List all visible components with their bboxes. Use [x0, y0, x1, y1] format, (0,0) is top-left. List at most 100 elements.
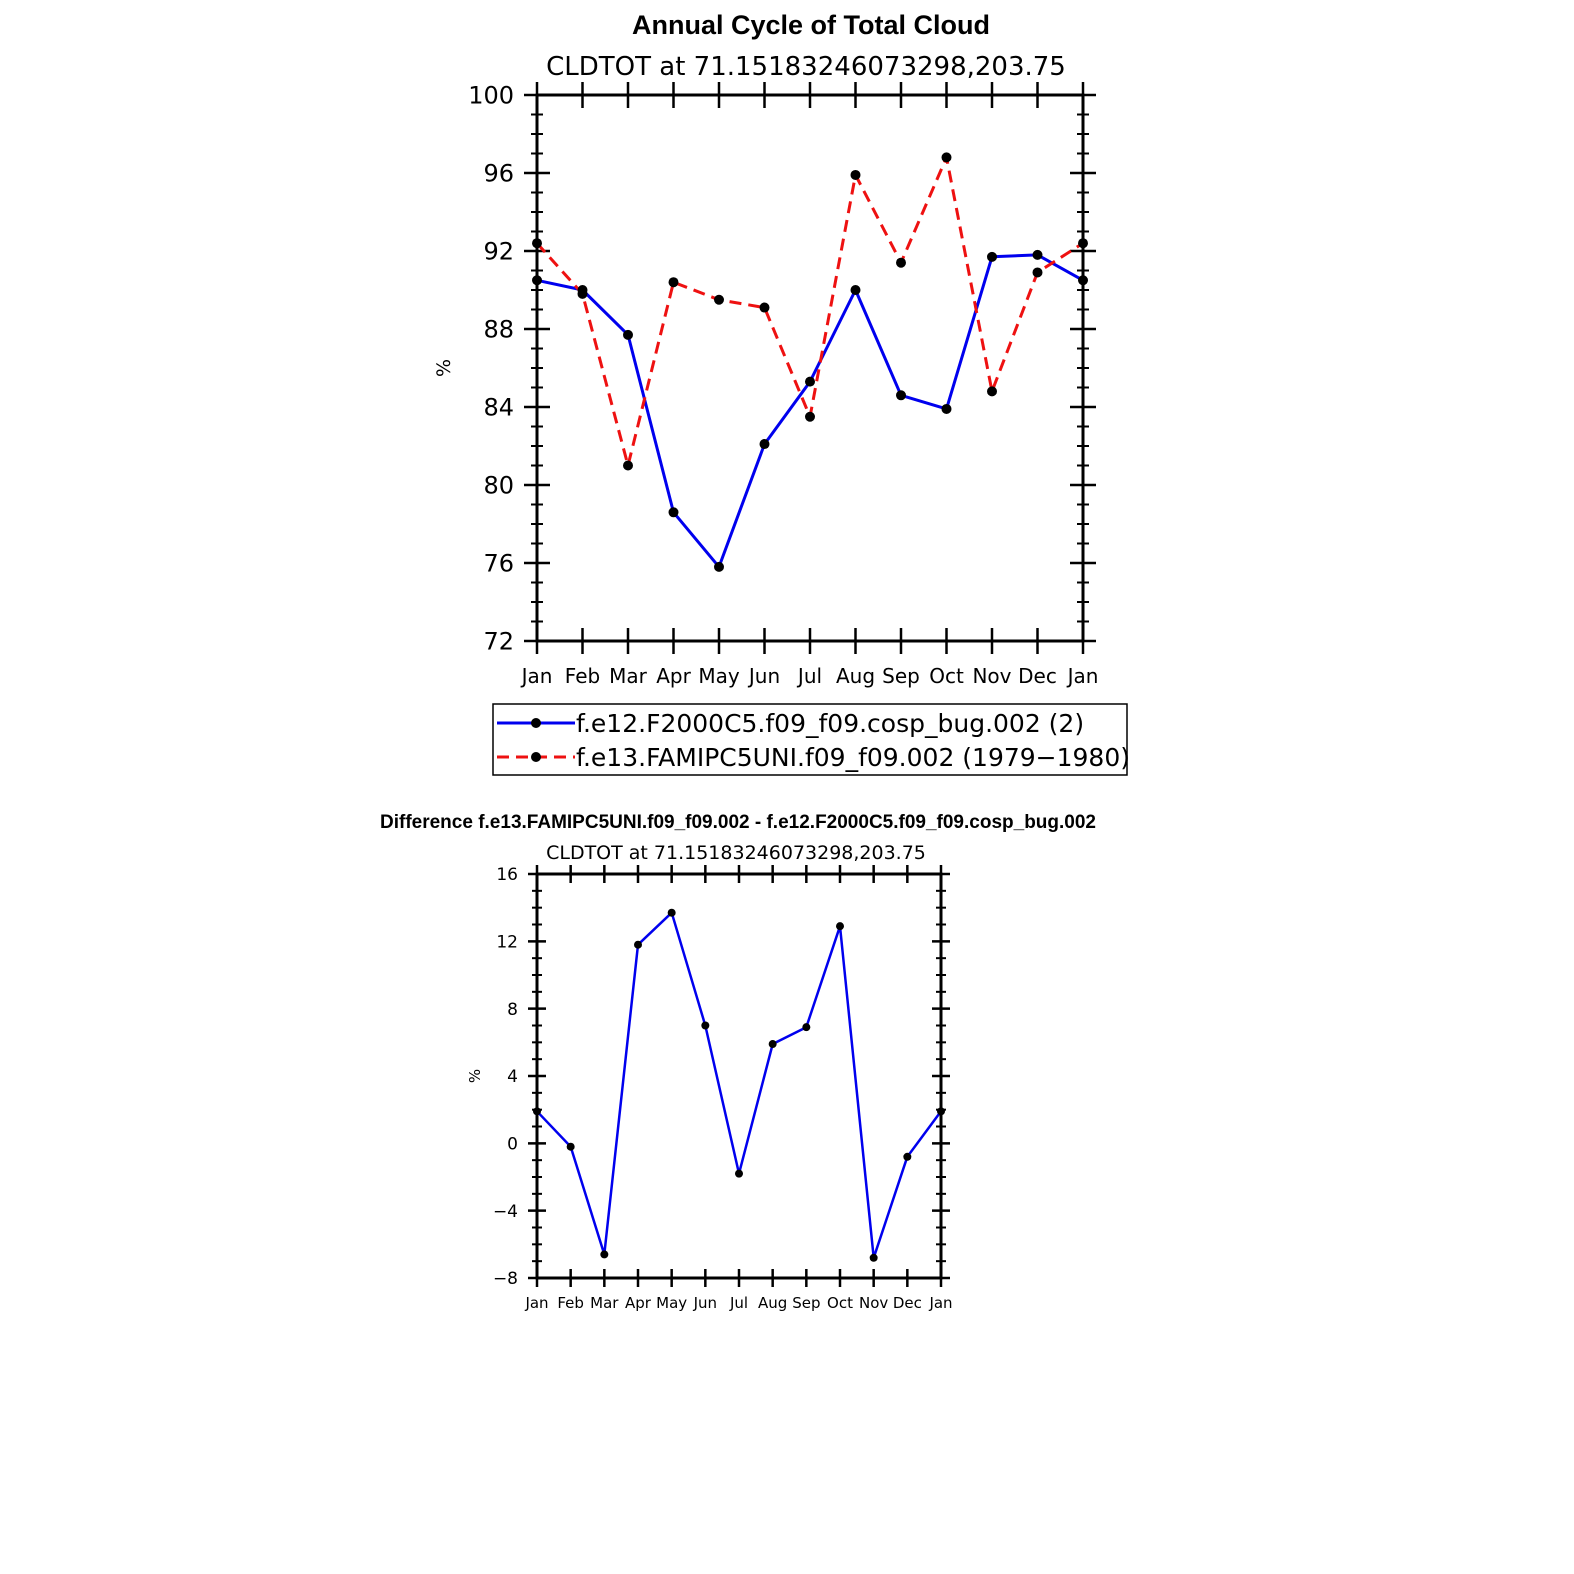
bottom-chart-series-0-point — [533, 1107, 541, 1116]
bottom-chart-series-0-point — [566, 1142, 575, 1151]
bottom-chart-xtick-label: Aug — [758, 1294, 787, 1312]
top-chart-series-0-point — [623, 329, 633, 340]
bottom-chart-ylabel: % — [466, 1069, 484, 1083]
top-chart-ytick-label: 96 — [483, 160, 514, 188]
top-chart-subtitle: CLDTOT at 71.15183246073298,203.75 — [546, 52, 1066, 82]
top-chart-xtick-label: Jan — [520, 664, 553, 688]
bottom-chart-xtick-label: May — [656, 1294, 687, 1312]
top-chart-series-0-point — [1078, 275, 1088, 286]
bottom-chart-xtick-label: Jan — [524, 1294, 548, 1312]
top-chart-series-1-point — [759, 302, 770, 313]
top-chart-series-1-point — [987, 386, 997, 397]
legend-marker-model-a — [531, 718, 541, 728]
bottom-chart-ytick-label: 12 — [496, 932, 518, 952]
legend-label-model-b: f.e13.FAMIPC5UNI.f09_f09.002 (1979−1980) — [576, 743, 1130, 772]
legend: f.e12.F2000C5.f09_f09.cosp_bug.002 (2) f… — [492, 703, 1130, 776]
bottom-chart-series-line-0 — [536, 911, 943, 1260]
bottom-chart-series-0-point — [768, 1040, 777, 1049]
top-chart-ytick-label: 100 — [468, 82, 514, 110]
bottom-chart-series-0-point — [735, 1169, 743, 1178]
bottom-chart-axes: −8 −4 0 4 8 12 16 Jan Feb Mar Apr May Jun Jul Aug Sep Oc… — [493, 865, 953, 1312]
bottom-chart-series-0-point — [802, 1023, 811, 1032]
top-chart-series-1-point — [941, 152, 952, 163]
bottom-chart-xtick-label: Jul — [729, 1294, 748, 1312]
bottom-chart-series-0-point — [836, 922, 844, 931]
top-chart-xtick-label: Jul — [796, 664, 822, 688]
bottom-chart-series-0-point — [600, 1250, 609, 1259]
top-chart-series-1-point — [532, 238, 542, 249]
legend-marker-model-b — [531, 752, 541, 762]
top-chart-series — [532, 152, 1088, 572]
bottom-chart-xtick-label: Feb — [557, 1294, 584, 1312]
legend-label-model-a: f.e12.F2000C5.f09_f09.cosp_bug.002 (2) — [576, 709, 1084, 738]
bottom-chart-ytick-label: 4 — [507, 1067, 518, 1087]
top-chart-ytick-label: 84 — [483, 394, 514, 422]
top-chart-ytick-label: 72 — [483, 628, 514, 656]
top-chart-series-0-point — [987, 251, 997, 262]
bottom-chart-series-0-point — [701, 1021, 710, 1030]
top-chart-xtick-label: Dec — [1018, 664, 1057, 688]
bottom-chart-series-0-point — [667, 908, 676, 917]
bottom-chart-xtick-label: Oct — [827, 1294, 853, 1312]
bottom-chart-series-0-point — [634, 940, 642, 949]
bottom-chart-xtick-label: Nov — [859, 1294, 888, 1312]
bottom-chart-series-0-point — [937, 1107, 945, 1116]
bottom-chart-ytick-label: 0 — [507, 1134, 518, 1154]
top-chart-series-1-point — [623, 460, 633, 471]
top-chart-xtick-label: Oct — [929, 664, 964, 688]
bottom-chart: Difference f.e13.FAMIPC5UNI.f09_f09.002 … — [380, 812, 1096, 1312]
bottom-chart-xtick-label: Mar — [590, 1294, 619, 1312]
top-chart-xtick-label: Feb — [565, 664, 600, 688]
bottom-chart-xtick-label: Sep — [792, 1294, 820, 1312]
bottom-chart-xtick-label: Dec — [893, 1294, 922, 1312]
bottom-chart-xtick-label: Jan — [928, 1294, 952, 1312]
legend-box — [492, 703, 1128, 776]
top-chart-xtick-label: May — [698, 664, 740, 688]
top-chart-series-1-point — [896, 257, 906, 268]
top-chart-series-1-point — [805, 411, 815, 422]
top-chart-ytick-label: 88 — [483, 316, 514, 344]
top-chart-series-1-point — [1032, 267, 1043, 278]
bottom-chart-xtick-label: Jun — [693, 1294, 717, 1312]
top-chart-series-0-point — [850, 285, 861, 295]
top-chart-series-1-point — [577, 288, 588, 299]
bottom-chart-frame — [535, 872, 943, 1280]
top-chart-xtick-label: Nov — [972, 664, 1011, 688]
top-chart-xtick-label: Mar — [609, 664, 648, 688]
top-chart-series-0-point — [714, 561, 724, 572]
top-chart-xtick-label: Jun — [747, 664, 780, 688]
top-chart: Annual Cycle of Total Cloud CLDTOT at 71… — [433, 10, 1098, 688]
bottom-chart-series — [533, 908, 945, 1262]
top-chart-series-1-point — [668, 277, 679, 288]
top-chart-series-0-point — [805, 376, 815, 387]
bottom-chart-ytick-label: 8 — [507, 1000, 518, 1020]
top-chart-title: Annual Cycle of Total Cloud — [632, 10, 990, 40]
top-chart-ytick-label: 80 — [483, 472, 514, 500]
top-chart-series-0-point — [668, 507, 679, 518]
top-chart-xtick-label: Apr — [656, 664, 691, 688]
top-chart-ytick-label: 76 — [483, 550, 514, 578]
top-chart-series-1-point — [1078, 238, 1088, 249]
top-chart-xtick-label: Aug — [836, 664, 875, 688]
top-chart-ylabel: % — [433, 359, 455, 377]
top-chart-series-0-point — [941, 403, 952, 414]
top-chart-ytick-label: 92 — [483, 238, 514, 266]
bottom-chart-ytick-label: 16 — [496, 865, 518, 885]
top-chart-axes: 72 76 80 84 88 92 96 100 Jan Feb Mar Apr May Jun Jul Au… — [468, 82, 1098, 688]
bottom-chart-xtick-label: Apr — [625, 1294, 652, 1312]
top-chart-series-0-point — [896, 390, 906, 401]
top-chart-series-0-point — [532, 275, 542, 286]
top-chart-series-1-point — [714, 294, 724, 305]
top-chart-series-0-point — [759, 439, 770, 450]
top-chart-xtick-label: Sep — [882, 664, 920, 688]
bottom-chart-series-0-point — [869, 1253, 878, 1262]
bottom-chart-ytick-label: −8 — [493, 1269, 518, 1289]
bottom-chart-title: Difference f.e13.FAMIPC5UNI.f09_f09.002 … — [380, 812, 1096, 833]
bottom-chart-ytick-label: −4 — [493, 1202, 518, 1222]
top-chart-series-1-point — [850, 169, 861, 180]
bottom-chart-series-0-point — [903, 1152, 912, 1161]
top-chart-series-0-point — [1032, 249, 1043, 260]
top-chart-xtick-label: Jan — [1066, 664, 1099, 688]
bottom-chart-subtitle: CLDTOT at 71.15183246073298,203.75 — [546, 842, 926, 864]
